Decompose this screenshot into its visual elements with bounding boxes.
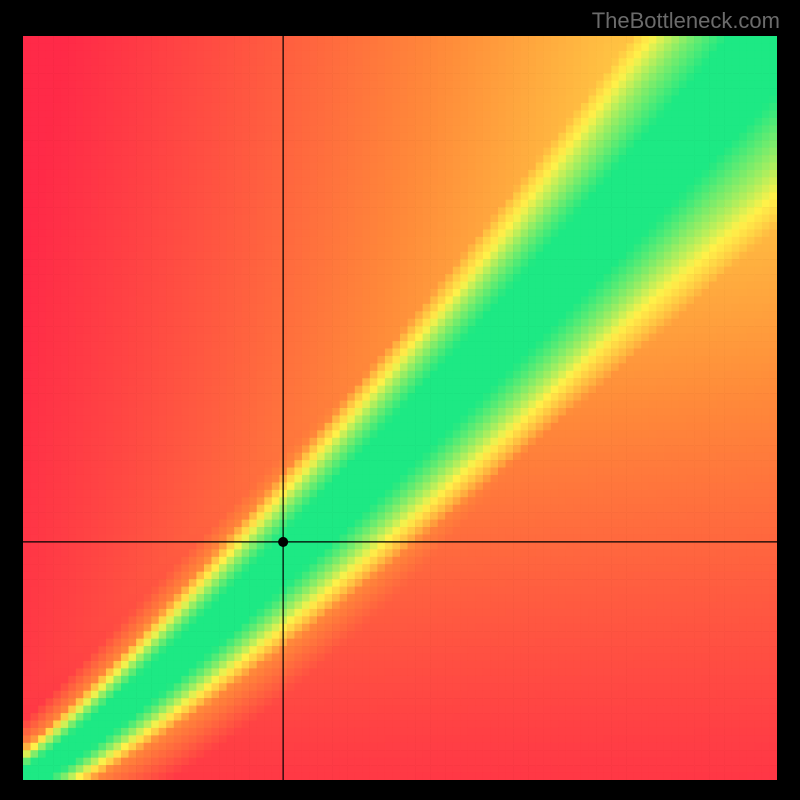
- watermark-text: TheBottleneck.com: [592, 8, 780, 34]
- chart-container: TheBottleneck.com: [0, 0, 800, 800]
- heatmap-canvas: [23, 36, 777, 780]
- heatmap-plot: [23, 36, 777, 780]
